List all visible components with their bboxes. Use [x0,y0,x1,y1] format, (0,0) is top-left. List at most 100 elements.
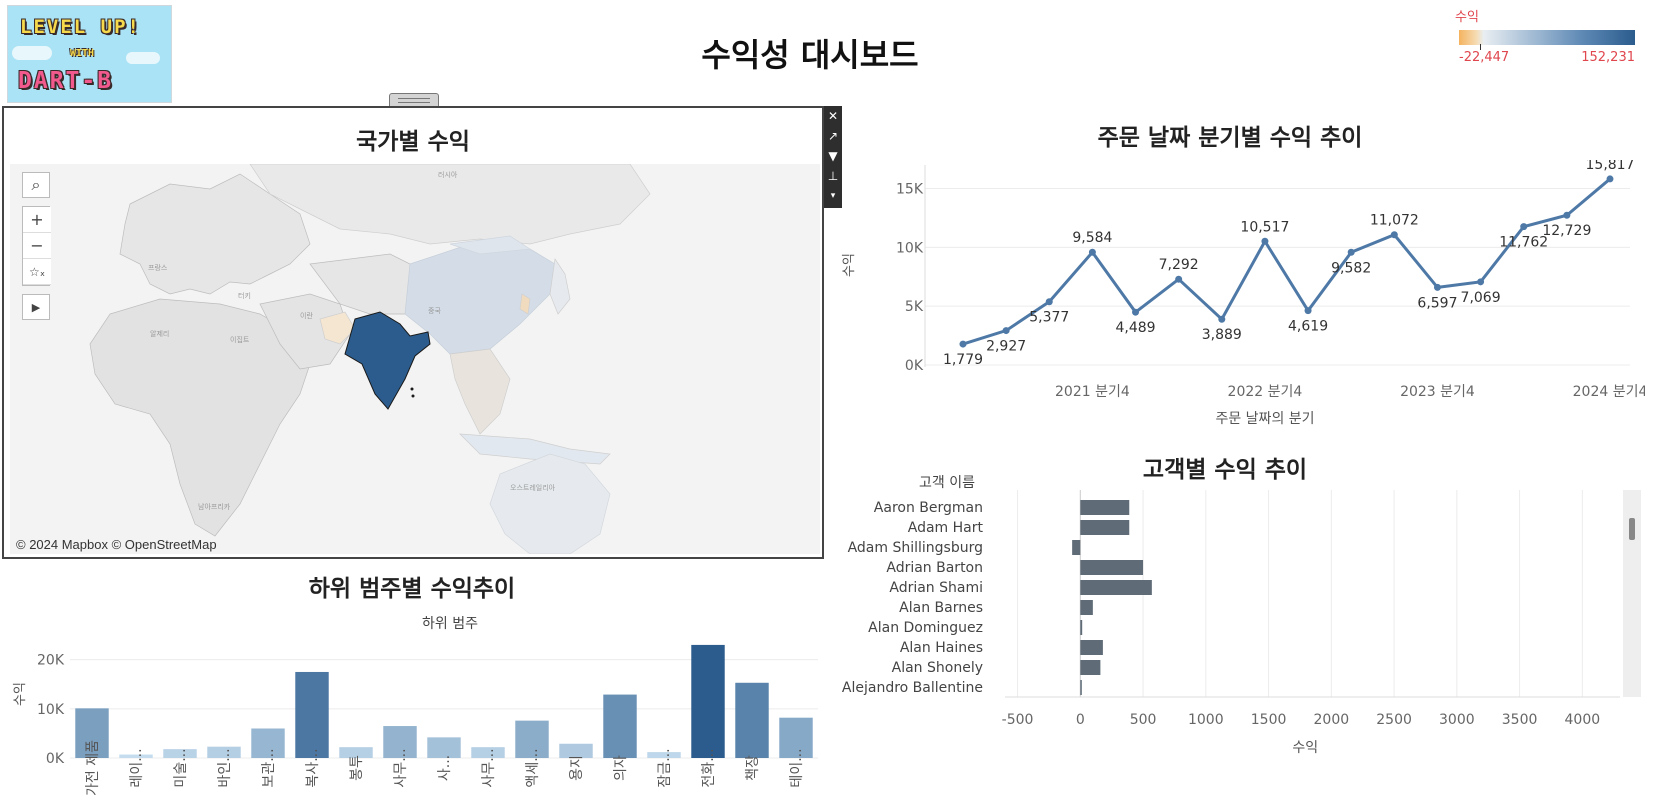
customer-bar [1080,500,1130,515]
country-profit-map-panel[interactable]: 국가별 수익 [2,106,824,559]
subcat-y-tick: 10K [37,702,65,718]
go-to-sheet-button[interactable]: ↗ [824,126,842,146]
subcat-bar [691,644,725,758]
logo-line3: DART-B [18,68,114,94]
subcat-y-tick: 0K [46,751,65,767]
lasso-select-button[interactable]: ☆ₓ [23,259,51,285]
pin-icon: ⊥ [827,169,839,183]
line-data-label: 10,517 [1240,219,1289,235]
line-point [1606,175,1614,183]
customer-scrollbar-track[interactable] [1623,490,1641,697]
pin-button[interactable]: ⊥ [824,166,842,186]
quarterly-profit-line-chart[interactable]: 0K 5K 10K 15K 수익 2021 분기4 2022 분기4 2023 분기4 2024… [835,160,1645,430]
customer-bar [1080,660,1101,675]
legend-zero-marker [1480,44,1481,50]
map-search-button[interactable]: ⌕ [22,172,50,198]
customer-bar [1080,680,1082,695]
customer-bar [1080,600,1093,615]
subcat-x-label: 가전 제품 [85,740,101,795]
subcat-bar [471,747,505,758]
line-y-tick: 15K [896,182,924,198]
map-region-india [344,311,431,410]
color-legend[interactable]: 수익 -22,447 152,231 [1455,6,1635,66]
customer-x-tick: 3000 [1439,712,1475,728]
subcat-bar [603,694,637,758]
map-view[interactable]: 러시아 프랑스 터키 이란 중국 알제리 이집트 오스트레일리아 남아프리카 ⌕… [10,164,820,554]
customer-scrollbar-thumb[interactable] [1629,518,1635,540]
subcat-x-label: 바인... [217,748,233,787]
line-point [1304,307,1312,315]
customer-x-tick: 2500 [1376,712,1412,728]
svg-text:이집트: 이집트 [230,335,250,344]
customer-row-header: 고객 이름 [919,475,975,491]
svg-text:터키: 터키 [238,291,251,300]
panel-toolbar: ✕ ↗ ▼ ⊥ ▾ [824,106,842,208]
svg-text:중국: 중국 [428,307,441,315]
svg-text:남아프리카: 남아프리카 [198,502,231,511]
subcat-bar [735,682,769,758]
line-point [959,340,967,348]
customer-x-tick: 1500 [1251,712,1287,728]
customer-name-label: Alan Shonely [892,660,983,676]
map-region-se-asia [449,348,511,435]
customer-name-label: Adrian Barton [886,560,983,576]
customer-name-label: Alejandro Ballentine [842,680,983,696]
customer-name-label: Adam Hart [908,520,984,536]
line-data-label: 3,889 [1202,327,1242,343]
map-region-russia [249,164,651,245]
chevron-down-icon: ▾ [830,191,836,201]
use-as-filter-button[interactable]: ▼ [824,146,842,166]
customer-x-tick: 4000 [1565,712,1601,728]
remove-button[interactable]: ✕ [824,106,842,126]
line-point [1390,231,1398,239]
subcat-header: 하위 범주 [422,616,478,632]
customer-name-label: Alan Dominguez [868,620,983,636]
subcat-x-label: 테이... [789,748,805,787]
legend-max: 152,231 [1581,50,1635,65]
subcat-bar [119,754,153,758]
line-x-tick: 2023 분기4 [1400,384,1475,400]
expand-toolbar-button[interactable]: ▶ [22,294,50,320]
customer-bar [1080,620,1083,635]
svg-text:프랑스: 프랑스 [148,264,168,272]
subcat-bar [207,746,241,758]
subcat-bar [383,726,417,758]
line-point [1563,211,1571,219]
zoom-in-button[interactable]: + [23,207,51,233]
line-y-tick: 0K [905,358,924,374]
customer-profit-bar-chart[interactable]: -500 0 500 1000 1500 2000 2500 3000 3500 4000 수익 고객… [835,475,1650,790]
line-point [1132,308,1140,316]
map-region-japan [549,258,571,315]
map-region-mongolia [449,235,532,255]
subcat-y-tick: 20K [37,653,65,669]
zoom-out-button[interactable]: − [23,233,51,259]
line-y-tick: 10K [896,240,924,256]
svg-text:오스트레일리아: 오스트레일리아 [510,483,556,492]
line-data-label: 9,582 [1331,260,1371,276]
subcat-x-label: 책장 [745,755,761,781]
line-point [1218,315,1226,323]
dart-b-logo: LEVEL UP! WITH DART-B [7,5,172,103]
customer-x-label: 수익 [1292,740,1318,756]
line-data-label: 7,292 [1159,257,1199,273]
line-point [1045,298,1053,306]
map-title: 국가별 수익 [356,129,470,155]
subcat-bar [515,720,549,758]
map-region-europe [119,173,311,295]
more-options-button[interactable]: ▾ [824,186,842,206]
subcat-x-label: 사... [437,755,453,781]
line-point [1175,275,1183,283]
panel-drag-handle[interactable] [389,93,439,107]
line-data-label: 4,489 [1115,320,1155,336]
subcat-bar [295,671,329,758]
logo-line2: WITH [70,48,95,59]
line-data-label: 2,927 [986,339,1026,355]
subcat-bar [251,728,285,758]
subcat-bar [427,737,461,758]
line-chart-title: 주문 날짜 분기별 수익 추이 [1097,125,1363,151]
line-point [1477,278,1485,286]
customer-name-label: Adrian Shami [889,580,983,596]
legend-title: 수익 [1455,10,1479,25]
customer-x-tick: 2000 [1314,712,1350,728]
